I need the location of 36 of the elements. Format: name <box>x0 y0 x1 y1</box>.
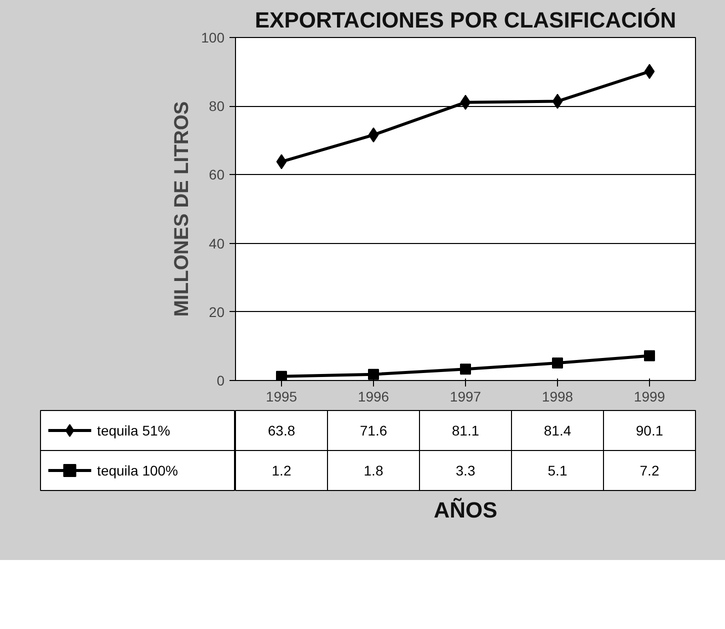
y-axis-title: MILLONES DE LITROS <box>171 101 194 317</box>
x-axis-title: AÑOS <box>434 498 498 522</box>
y-tick-label: 60 <box>208 166 225 183</box>
point <box>276 154 287 170</box>
point <box>460 364 471 375</box>
y-tick-label: 40 <box>208 235 225 252</box>
data-label: 5.1 <box>548 462 568 478</box>
data-label: 81.4 <box>544 422 572 438</box>
data-label: 3.3 <box>456 462 476 478</box>
point <box>552 358 563 369</box>
y-tick-label: 80 <box>208 98 225 114</box>
point <box>644 64 655 79</box>
y-tick-label: 20 <box>208 304 225 320</box>
x-tick-label: 1999 <box>634 388 666 404</box>
x-tick-label: 1998 <box>542 388 574 404</box>
x-tick-label: 1995 <box>266 388 298 404</box>
legend-label: tequila 51% <box>97 422 170 438</box>
point <box>552 94 563 109</box>
data-label: 63.8 <box>268 422 296 438</box>
x-tick-label: 1996 <box>358 388 390 404</box>
data-label: 1.2 <box>272 462 292 478</box>
data-label: 81.1 <box>452 422 480 438</box>
point <box>276 370 287 380</box>
chart-title: EXPORTACIONES POR CLASIFICACIÓN <box>254 8 676 32</box>
y-tick-label: 0 <box>216 372 225 388</box>
data-label: 90.1 <box>636 422 664 438</box>
y-tick-label: 100 <box>201 30 225 46</box>
point <box>368 127 379 142</box>
data-label: 7.2 <box>640 462 660 478</box>
point <box>460 94 471 110</box>
point <box>644 350 655 362</box>
x-tick-label: 1997 <box>450 388 482 404</box>
point <box>368 368 379 380</box>
legend-label: tequila 100% <box>97 462 178 478</box>
data-label: 1.8 <box>364 462 384 478</box>
data-label: 71.6 <box>360 422 388 438</box>
